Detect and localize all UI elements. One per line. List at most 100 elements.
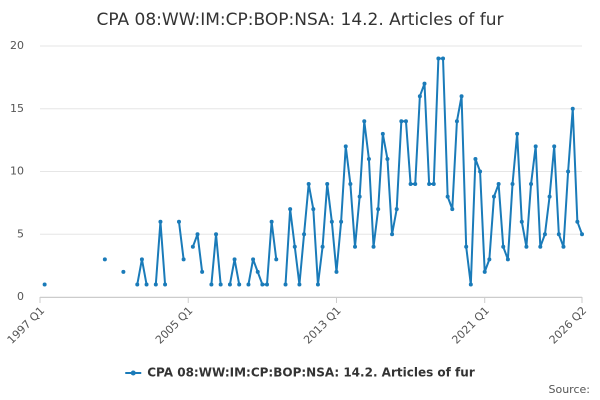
point xyxy=(362,119,367,124)
point xyxy=(232,257,237,262)
chart-title: CPA 08:WW:IM:CP:BOP:NSA: 14.2. Articles … xyxy=(96,10,503,30)
x-tick-label: 2026 Q2 xyxy=(547,304,590,347)
point xyxy=(190,244,195,249)
point xyxy=(570,106,575,111)
point xyxy=(297,282,302,287)
point xyxy=(482,269,487,274)
point xyxy=(408,182,413,187)
point xyxy=(376,207,381,212)
point xyxy=(519,219,524,224)
y-tick-label: 5 xyxy=(17,227,24,240)
point xyxy=(436,56,441,61)
point xyxy=(269,219,274,224)
point xyxy=(209,282,214,287)
point xyxy=(454,119,459,124)
legend-text: CPA 08:WW:IM:CP:BOP:NSA: 14.2. Articles … xyxy=(147,366,475,380)
point xyxy=(366,156,371,161)
x-tick-label: 2005 Q1 xyxy=(153,304,196,347)
point xyxy=(218,282,223,287)
point xyxy=(139,257,144,262)
point xyxy=(547,194,552,199)
point xyxy=(292,244,297,249)
point xyxy=(200,269,205,274)
point xyxy=(542,232,547,237)
point xyxy=(158,219,163,224)
point xyxy=(491,194,496,199)
point xyxy=(348,182,353,187)
point xyxy=(302,232,307,237)
point xyxy=(102,257,107,262)
point xyxy=(121,269,126,274)
point xyxy=(478,169,483,174)
point xyxy=(385,156,390,161)
point xyxy=(135,282,140,287)
point xyxy=(501,244,506,249)
source: Source: xyxy=(549,383,591,396)
legend-marker xyxy=(130,370,136,376)
point xyxy=(353,244,358,249)
point xyxy=(264,282,269,287)
point xyxy=(311,207,316,212)
point xyxy=(144,282,149,287)
point xyxy=(464,244,469,249)
point xyxy=(325,182,330,187)
point xyxy=(260,282,265,287)
point xyxy=(575,219,580,224)
point xyxy=(473,156,478,161)
point xyxy=(246,282,251,287)
point xyxy=(237,282,242,287)
point xyxy=(580,232,584,237)
point xyxy=(288,207,293,212)
point xyxy=(566,169,571,174)
legend-item: CPA 08:WW:IM:CP:BOP:NSA: 14.2. Articles … xyxy=(125,366,475,380)
x-tick-label: 2013 Q1 xyxy=(301,304,344,347)
point xyxy=(343,144,348,149)
point xyxy=(431,182,436,187)
point xyxy=(329,219,334,224)
point xyxy=(251,257,256,262)
point xyxy=(214,232,219,237)
point xyxy=(538,244,543,249)
point xyxy=(468,282,473,287)
point xyxy=(153,282,158,287)
point xyxy=(274,257,279,262)
y-tick-label: 15 xyxy=(10,102,24,115)
y-tick-label: 0 xyxy=(17,290,24,303)
point xyxy=(441,56,446,61)
x-tick-label: 1997 Q1 xyxy=(5,304,48,347)
point xyxy=(445,194,450,199)
point xyxy=(459,94,464,99)
point xyxy=(334,269,339,274)
point xyxy=(306,182,311,187)
point xyxy=(394,207,399,212)
point xyxy=(181,257,186,262)
point xyxy=(399,119,404,124)
point xyxy=(533,144,538,149)
point xyxy=(283,282,288,287)
point xyxy=(163,282,168,287)
point xyxy=(403,119,408,124)
point xyxy=(176,219,181,224)
point xyxy=(487,257,492,262)
point xyxy=(380,131,385,136)
point xyxy=(315,282,320,287)
point xyxy=(510,182,515,187)
point xyxy=(195,232,200,237)
point xyxy=(422,81,427,86)
point xyxy=(320,244,325,249)
point xyxy=(227,282,232,287)
point xyxy=(505,257,510,262)
point xyxy=(413,182,418,187)
point xyxy=(524,244,529,249)
y-tick-label: 20 xyxy=(10,39,24,52)
point xyxy=(515,131,520,136)
point xyxy=(496,182,501,187)
point xyxy=(357,194,362,199)
point xyxy=(556,232,561,237)
point xyxy=(42,282,47,287)
point xyxy=(529,182,534,187)
y-tick-label: 10 xyxy=(10,165,24,178)
point xyxy=(561,244,566,249)
